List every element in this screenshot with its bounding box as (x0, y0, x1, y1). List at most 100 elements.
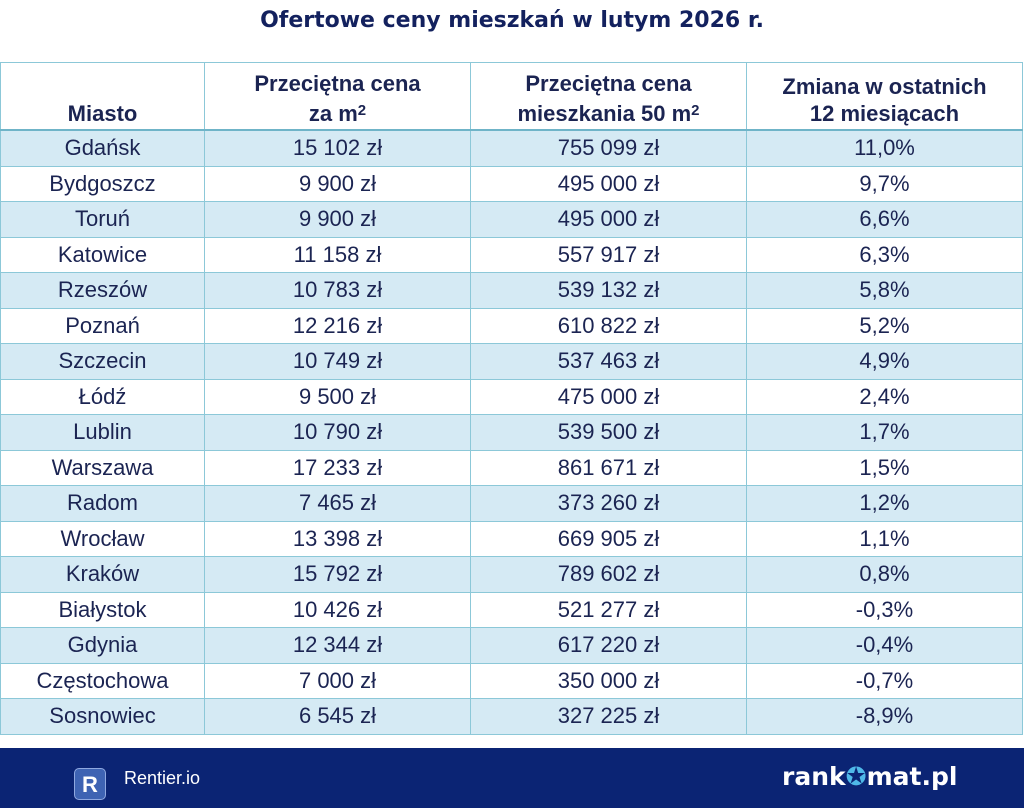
cell-change-12m: 9,7% (746, 165, 1023, 202)
cell-price-per-m2: 12 344 zł (204, 627, 471, 664)
header-text: za m (308, 101, 358, 126)
cell-price-50m2: 669 905 zł (470, 520, 747, 557)
table-row: Sosnowiec 6 545 zł 327 225 zł -8,9% (0, 698, 1023, 735)
rankomat-logo-part: rank (782, 762, 846, 791)
cell-price-50m2: 495 000 zł (470, 165, 747, 202)
cell-city: Kraków (0, 556, 205, 593)
header-text: Przeciętna cena (525, 71, 692, 96)
table-row: Warszawa 17 233 zł 861 671 zł 1,5% (0, 449, 1023, 486)
cell-change-12m: -0,3% (746, 591, 1023, 628)
cell-city: Wrocław (0, 520, 205, 557)
cell-city: Toruń (0, 201, 205, 238)
cell-change-12m: 1,2% (746, 485, 1023, 522)
table-row: Białystok 10 426 zł 521 277 zł -0,3% (0, 591, 1023, 628)
cell-change-12m: 6,3% (746, 236, 1023, 273)
cell-change-12m: -0,4% (746, 627, 1023, 664)
header-text: Miasto (67, 101, 138, 126)
header-text: Przeciętna cena (254, 71, 421, 96)
cell-change-12m: 1,5% (746, 449, 1023, 486)
header-text: mieszkania 50 m (517, 101, 692, 126)
rentier-brand: Rentier.io (124, 768, 201, 788)
cell-city: Łódź (0, 378, 205, 415)
cell-change-12m: 2,4% (746, 378, 1023, 415)
cell-city: Szczecin (0, 343, 205, 380)
table-row: Lublin 10 790 zł 539 500 zł 1,7% (0, 414, 1023, 451)
cell-price-50m2: 373 260 zł (470, 485, 747, 522)
cell-city: Częstochowa (0, 662, 205, 699)
rentier-logo-icon: R (74, 768, 106, 800)
cell-price-per-m2: 7 000 zł (204, 662, 471, 699)
header-city: Miasto (0, 62, 205, 131)
table-row: Kraków 15 792 zł 789 602 zł 0,8% (0, 556, 1023, 593)
cell-price-50m2: 327 225 zł (470, 698, 747, 735)
cell-price-50m2: 521 277 zł (470, 591, 747, 628)
cell-price-per-m2: 10 783 zł (204, 272, 471, 309)
header-change-12m: Zmiana w ostatnich 12 miesiącach (746, 62, 1023, 131)
cell-price-50m2: 539 132 zł (470, 272, 747, 309)
table-row: Bydgoszcz 9 900 zł 495 000 zł 9,7% (0, 165, 1023, 202)
cell-price-50m2: 495 000 zł (470, 201, 747, 238)
superscript: 2 (357, 102, 367, 119)
cell-city: Gdańsk (0, 129, 205, 167)
cell-change-12m: -8,9% (746, 698, 1023, 735)
cell-price-50m2: 861 671 zł (470, 449, 747, 486)
table-row: Gdańsk 15 102 zł 755 099 zł 11,0% (0, 129, 1023, 167)
header-price-50m2: Przeciętna cena mieszkania 50 m2 (470, 62, 747, 131)
cell-change-12m: 4,9% (746, 343, 1023, 380)
cell-city: Warszawa (0, 449, 205, 486)
cell-price-50m2: 350 000 zł (470, 662, 747, 699)
cell-city: Gdynia (0, 627, 205, 664)
star-icon: ✪ (845, 762, 867, 791)
table-row: Poznań 12 216 zł 610 822 zł 5,2% (0, 307, 1023, 344)
cell-price-50m2: 610 822 zł (470, 307, 747, 344)
superscript: 2 (691, 102, 700, 119)
cell-price-50m2: 755 099 zł (470, 129, 747, 167)
cell-city: Radom (0, 485, 205, 522)
table-row: Rzeszów 10 783 zł 539 132 zł 5,8% (0, 272, 1023, 309)
cell-price-50m2: 537 463 zł (470, 343, 747, 380)
cell-change-12m: 11,0% (746, 129, 1023, 167)
cell-change-12m: 5,2% (746, 307, 1023, 344)
footer-bar: R Rentier.io rank✪mat.pl (0, 748, 1024, 808)
cell-price-per-m2: 13 398 zł (204, 520, 471, 557)
cell-change-12m: 1,7% (746, 414, 1023, 451)
cell-change-12m: 6,6% (746, 201, 1023, 238)
cell-change-12m: 0,8% (746, 556, 1023, 593)
cell-city: Bydgoszcz (0, 165, 205, 202)
cell-change-12m: 1,1% (746, 520, 1023, 557)
cell-price-50m2: 475 000 zł (470, 378, 747, 415)
cell-price-per-m2: 10 790 zł (204, 414, 471, 451)
header-text: 12 miesiącach (809, 101, 960, 126)
cell-city: Lublin (0, 414, 205, 451)
cell-price-50m2: 557 917 zł (470, 236, 747, 273)
cell-price-50m2: 789 602 zł (470, 556, 747, 593)
cell-price-per-m2: 9 900 zł (204, 165, 471, 202)
cell-price-per-m2: 7 465 zł (204, 485, 471, 522)
cell-price-per-m2: 6 545 zł (204, 698, 471, 735)
cell-price-per-m2: 17 233 zł (204, 449, 471, 486)
rankomat-logo: rank✪mat.pl (782, 762, 957, 791)
cell-price-per-m2: 12 216 zł (204, 307, 471, 344)
cell-city: Sosnowiec (0, 698, 205, 735)
cell-price-per-m2: 9 500 zł (204, 378, 471, 415)
table-row: Częstochowa 7 000 zł 350 000 zł -0,7% (0, 662, 1023, 699)
table-row: Wrocław 13 398 zł 669 905 zł 1,1% (0, 520, 1023, 557)
cell-price-per-m2: 11 158 zł (204, 236, 471, 273)
table-row: Łódź 9 500 zł 475 000 zł 2,4% (0, 378, 1023, 415)
table-row: Gdynia 12 344 zł 617 220 zł -0,4% (0, 627, 1023, 664)
table-row: Katowice 11 158 zł 557 917 zł 6,3% (0, 236, 1023, 273)
cell-city: Rzeszów (0, 272, 205, 309)
header-price-per-m2: Przeciętna cena za m2 (204, 62, 471, 131)
cell-city: Katowice (0, 236, 205, 273)
cell-price-per-m2: 15 792 zł (204, 556, 471, 593)
cell-price-per-m2: 10 749 zł (204, 343, 471, 380)
cell-city: Poznań (0, 307, 205, 344)
cell-price-per-m2: 9 900 zł (204, 201, 471, 238)
cell-city: Białystok (0, 591, 205, 628)
cell-price-50m2: 539 500 zł (470, 414, 747, 451)
cell-price-50m2: 617 220 zł (470, 627, 747, 664)
table-row: Toruń 9 900 zł 495 000 zł 6,6% (0, 201, 1023, 238)
table-header-row: Miasto Przeciętna cena za m2 Przeciętna c… (0, 62, 1023, 131)
cell-price-per-m2: 15 102 zł (204, 129, 471, 167)
price-table: Miasto Przeciętna cena za m2 Przeciętna c… (0, 62, 1023, 735)
